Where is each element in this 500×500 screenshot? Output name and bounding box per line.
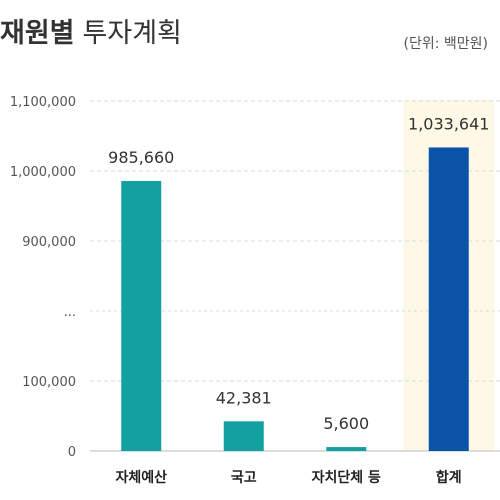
y-tick-label: 100,000 bbox=[22, 375, 76, 390]
chart-title-rest: 투자계획 bbox=[82, 18, 182, 49]
bar-value-label: 42,381 bbox=[216, 388, 272, 407]
y-tick-label: 900,000 bbox=[22, 235, 76, 250]
bar bbox=[223, 421, 264, 451]
bar bbox=[326, 447, 367, 451]
category-label: 자치단체 등 bbox=[312, 469, 381, 486]
y-tick-label: 1,000,000 bbox=[10, 165, 76, 180]
chart-title-bold: 재원별 bbox=[0, 18, 75, 49]
bar bbox=[121, 181, 162, 451]
category-label: 국고 bbox=[231, 470, 257, 486]
y-tick-label: ... bbox=[64, 305, 76, 320]
bar-value-label: 1,033,641 bbox=[408, 114, 489, 133]
y-tick-label: 0 bbox=[68, 445, 76, 460]
bar-value-label: 985,660 bbox=[108, 148, 174, 167]
bar bbox=[428, 147, 469, 451]
y-tick-label: 1,100,000 bbox=[10, 95, 76, 110]
bar-value-label: 5,600 bbox=[323, 414, 369, 433]
category-label: 자체예산 bbox=[115, 469, 167, 486]
category-label: 합계 bbox=[436, 469, 462, 486]
chart-title: 재원별 투자계획 bbox=[0, 16, 182, 52]
unit-note: (단위: 백만원) bbox=[403, 36, 489, 52]
